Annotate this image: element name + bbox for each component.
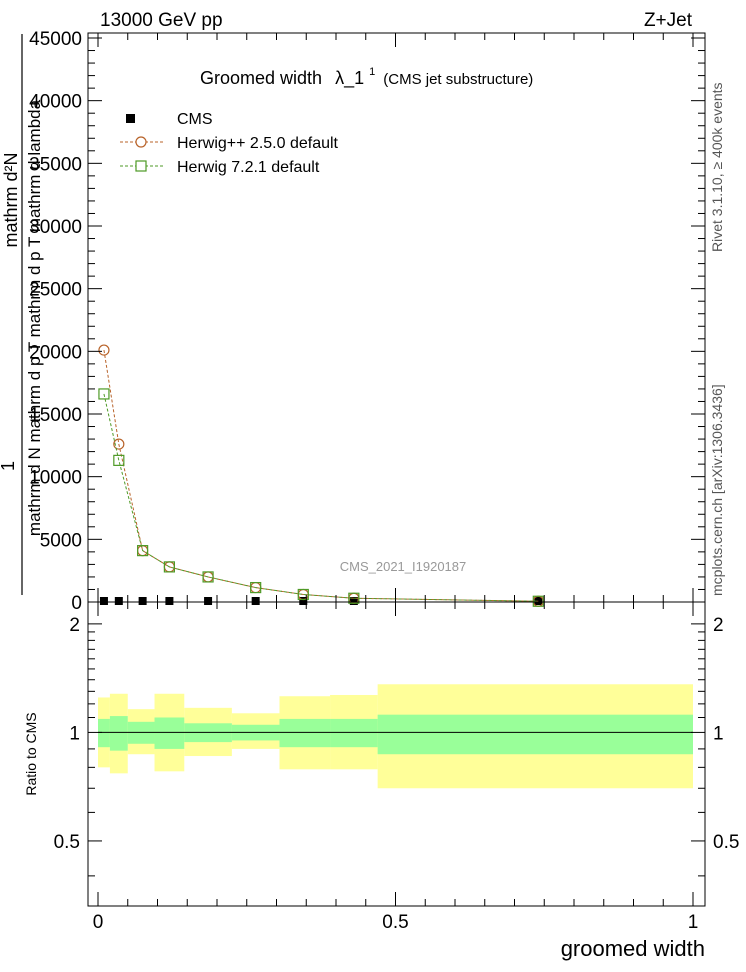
data-point <box>137 545 149 557</box>
xtick-label: 0.5 <box>382 912 408 933</box>
main-ytick-label: 25000 <box>29 280 82 301</box>
ratio-frame <box>87 601 706 907</box>
legend-item: Herwig++ 2.5.0 default <box>120 135 339 152</box>
energy-label: 13000 GeV pp <box>100 10 223 31</box>
data-point <box>349 597 358 605</box>
ratio-inner-band <box>98 718 110 748</box>
ratio-plot-panel: 0.5 0.5 1 1 2 2 0 0.5 1 Ratio to CMS groomed wid… <box>23 601 739 961</box>
data-point <box>250 581 262 594</box>
ratio-inner-band <box>109 716 128 751</box>
ratio-inner-band <box>377 714 693 755</box>
main-ytick-label: 5000 <box>40 530 82 551</box>
ratio-ytick-label-right: 2 <box>713 615 724 636</box>
main-ytick-label: 0 <box>71 593 82 614</box>
series-0 <box>99 597 543 605</box>
main-ytick-label: 35000 <box>29 154 82 175</box>
rivet-version-label: Rivet 3.1.10, ≥ 400k events <box>709 82 725 252</box>
data-point <box>532 595 544 607</box>
main-plot-panel: Groomed width λ_1 1 (CMS jet substructur… <box>0 29 706 614</box>
main-ytick-label: 10000 <box>29 468 82 489</box>
main-y-axis-label: 1 mathrm d²N mathrm d N mathrm d p T mat… <box>0 34 44 595</box>
xtick-label: 0 <box>93 912 104 933</box>
plot-title: Groomed width λ_1 1 (CMS jet substructur… <box>200 59 533 89</box>
main-ytick-label: 15000 <box>29 405 82 426</box>
data-point <box>165 597 174 605</box>
data-point <box>348 592 360 604</box>
main-ytick-label: 20000 <box>29 342 82 363</box>
data-point <box>297 588 309 601</box>
ylabel-numerator: 1 <box>0 461 18 471</box>
data-point <box>138 597 147 605</box>
ylabel-denominator: mathrm d N mathrm d p T mathrm d p T mat… <box>25 99 44 536</box>
x-axis-label: groomed width <box>561 936 705 961</box>
data-point <box>99 597 108 605</box>
data-point <box>113 438 125 450</box>
main-ytick-label: 45000 <box>29 29 82 50</box>
data-point <box>113 454 125 466</box>
ratio-y-axis-label: Ratio to CMS <box>23 712 39 795</box>
ratio-ytick-label: 2 <box>69 615 80 636</box>
legend-marker <box>135 136 147 148</box>
series-line <box>103 393 539 602</box>
data-point <box>98 388 110 400</box>
ratio-ytick-label-right: 0.5 <box>713 832 739 853</box>
title-paren: (CMS jet substructure) <box>383 71 533 88</box>
legend-label: CMS <box>177 111 213 128</box>
title-superscript: 1 <box>369 66 375 78</box>
series-2 <box>98 388 544 607</box>
series-line <box>103 350 539 602</box>
legend-item: CMS <box>126 111 213 128</box>
ratio-inner-band <box>154 717 185 749</box>
mcplots-label: mcplots.cern.ch [arXiv:1306.3436] <box>709 384 725 596</box>
legend-marker <box>135 160 147 172</box>
title-main: Groomed width <box>200 68 322 88</box>
data-point <box>204 597 213 605</box>
series-1 <box>98 344 544 607</box>
legend-label: Herwig 7.2.1 default <box>177 159 320 176</box>
ratio-inner-band <box>279 718 331 748</box>
data-point <box>98 344 110 356</box>
ratio-inner-band <box>330 718 378 748</box>
legend-item: Herwig 7.2.1 default <box>120 159 320 176</box>
data-point <box>251 597 260 605</box>
data-point <box>114 597 123 605</box>
ylabel-extra: mathrm d²N <box>1 152 21 247</box>
ratio-ytick-label-right: 1 <box>713 723 724 744</box>
legend-marker <box>126 114 135 123</box>
data-point <box>299 597 308 605</box>
title-symbol: λ_1 <box>335 68 364 89</box>
data-point <box>163 561 175 573</box>
ratio-ytick-label: 0.5 <box>54 832 80 853</box>
ratio-ytick-label: 1 <box>69 723 80 744</box>
legend-label: Herwig++ 2.5.0 default <box>177 135 339 152</box>
xtick-label: 1 <box>688 912 699 933</box>
data-point <box>202 571 214 583</box>
process-label: Z+Jet <box>644 10 693 31</box>
main-ytick-label: 40000 <box>29 92 82 113</box>
legend: CMS Herwig++ 2.5.0 default Herwig 7.2.1 de… <box>120 111 339 176</box>
analysis-label: CMS_2021_I1920187 <box>340 559 467 574</box>
main-ytick-label: 30000 <box>29 217 82 238</box>
